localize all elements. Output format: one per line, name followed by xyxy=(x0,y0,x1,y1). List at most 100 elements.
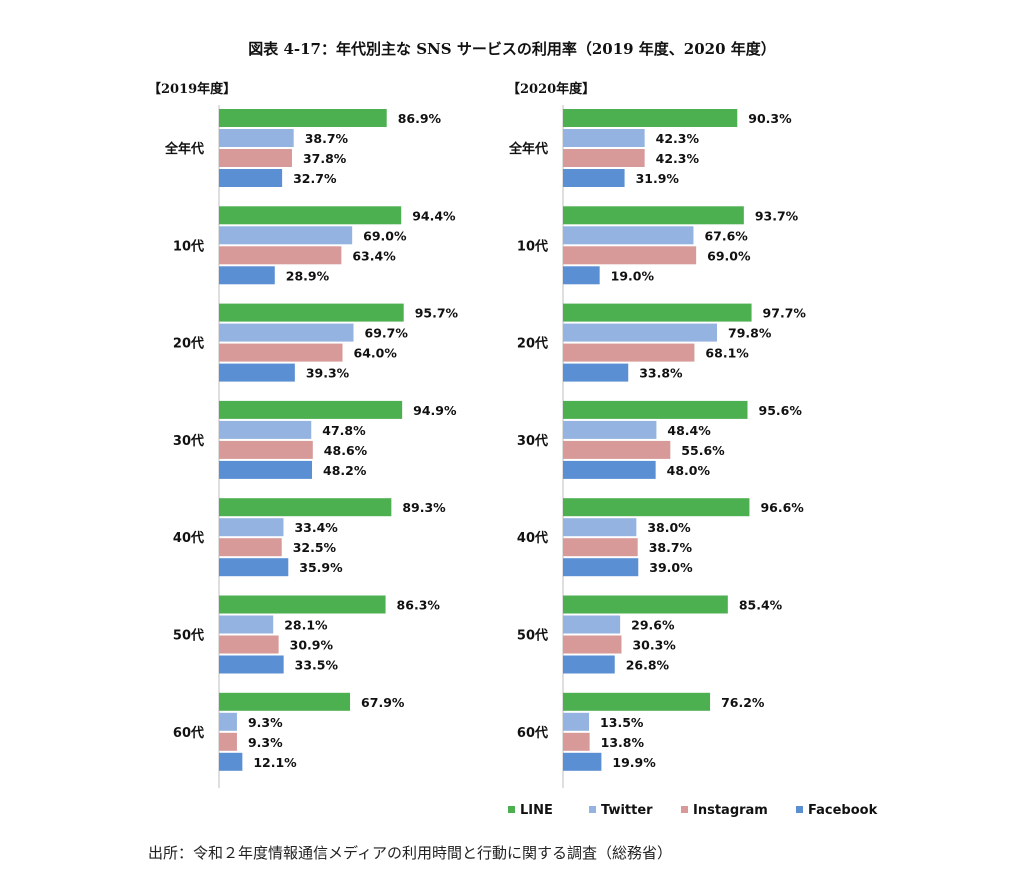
category-label: 60代 xyxy=(517,725,548,741)
category-label: 全年代 xyxy=(508,141,548,157)
bar-twitter xyxy=(219,323,354,342)
category-label: 30代 xyxy=(517,433,548,449)
bar-twitter xyxy=(563,615,621,634)
data-label: 48.4% xyxy=(667,423,711,438)
bar-twitter xyxy=(563,129,645,147)
bar-instagram xyxy=(563,732,590,751)
figure-title: 図表 4-17：年代別主な SNS サービスの利用率（2019 年度、2020 … xyxy=(248,40,776,58)
data-label: 31.9% xyxy=(636,171,680,186)
data-label: 29.6% xyxy=(631,618,675,633)
bar-instagram xyxy=(563,635,622,654)
source-note: 出所：令和２年度情報通信メディアの利用時間と行動に関する調査（総務省） xyxy=(148,844,672,862)
data-label: 39.3% xyxy=(306,366,350,381)
data-label: 42.3% xyxy=(656,151,700,166)
legend-label-twitter: Twitter xyxy=(601,803,653,818)
legend-swatch-instagram xyxy=(681,806,688,813)
bar-line xyxy=(563,595,728,614)
data-label: 69.7% xyxy=(365,326,409,341)
panel-title: 【2020年度】 xyxy=(507,81,595,97)
bar-twitter xyxy=(219,129,294,147)
bar-instagram xyxy=(219,635,279,654)
bar-twitter xyxy=(219,615,274,634)
panel-title: 【2019年度】 xyxy=(148,81,236,97)
data-label: 35.9% xyxy=(299,560,343,575)
bar-instagram xyxy=(563,343,695,362)
data-label: 19.9% xyxy=(612,755,656,770)
data-label: 48.6% xyxy=(324,443,368,458)
data-label: 13.8% xyxy=(601,735,645,750)
bar-instagram xyxy=(219,149,292,167)
bar-twitter xyxy=(219,518,284,537)
data-label: 63.4% xyxy=(352,248,396,263)
bar-line xyxy=(563,692,711,711)
bar-line xyxy=(219,692,351,711)
data-label: 28.9% xyxy=(286,268,330,283)
data-label: 67.6% xyxy=(704,228,748,243)
bar-twitter xyxy=(563,226,694,245)
bar-instagram xyxy=(219,343,343,362)
legend-swatch-line xyxy=(508,806,515,813)
data-label: 95.7% xyxy=(415,306,459,321)
data-label: 19.0% xyxy=(611,268,655,283)
bar-facebook xyxy=(563,460,656,479)
bar-facebook xyxy=(219,363,295,382)
category-label: 20代 xyxy=(517,336,548,352)
bar-instagram xyxy=(563,440,671,459)
data-label: 86.9% xyxy=(398,111,442,126)
category-label: 60代 xyxy=(173,725,204,741)
data-label: 38.0% xyxy=(647,520,691,535)
bar-twitter xyxy=(563,420,657,439)
legend-label-instagram: Instagram xyxy=(693,803,768,818)
bar-line xyxy=(219,109,387,127)
category-label: 10代 xyxy=(517,238,548,254)
bar-line xyxy=(219,206,402,225)
bar-line xyxy=(563,498,750,517)
bar-instagram xyxy=(219,440,313,459)
bar-facebook xyxy=(219,655,284,674)
data-label: 48.0% xyxy=(667,463,711,478)
legend-swatch-twitter xyxy=(589,806,596,813)
data-label: 12.1% xyxy=(253,755,297,770)
category-label: 20代 xyxy=(173,336,204,352)
data-label: 38.7% xyxy=(649,540,693,555)
data-label: 94.4% xyxy=(412,208,456,223)
data-label: 86.3% xyxy=(397,598,441,613)
data-label: 93.7% xyxy=(755,208,799,223)
data-label: 9.3% xyxy=(248,735,283,750)
category-label: 40代 xyxy=(173,530,204,546)
bar-twitter xyxy=(563,712,590,731)
bar-facebook xyxy=(219,460,313,479)
legend-label-facebook: Facebook xyxy=(808,803,878,818)
data-label: 32.5% xyxy=(293,540,337,555)
data-label: 85.4% xyxy=(739,598,783,613)
data-label: 9.3% xyxy=(248,715,283,730)
data-label: 89.3% xyxy=(402,500,446,515)
bar-instagram xyxy=(219,538,282,557)
category-label: 30代 xyxy=(173,433,204,449)
bar-instagram xyxy=(563,246,697,265)
data-label: 39.0% xyxy=(649,560,693,575)
bar-twitter xyxy=(219,712,237,731)
bar-facebook xyxy=(563,363,629,382)
data-label: 64.0% xyxy=(354,346,398,361)
data-label: 30.9% xyxy=(290,638,334,653)
bar-instagram xyxy=(219,246,342,265)
bar-line xyxy=(219,498,392,517)
category-label: 50代 xyxy=(517,628,548,644)
data-label: 67.9% xyxy=(361,695,405,710)
bar-line xyxy=(563,400,748,419)
bar-twitter xyxy=(219,226,353,245)
bar-line xyxy=(219,400,403,419)
data-label: 33.4% xyxy=(294,520,338,535)
data-label: 32.7% xyxy=(293,171,337,186)
data-label: 96.6% xyxy=(760,500,804,515)
data-label: 38.7% xyxy=(305,131,349,146)
category-label: 10代 xyxy=(173,238,204,254)
bar-facebook xyxy=(219,752,243,771)
legend-swatch-facebook xyxy=(796,806,803,813)
bar-line xyxy=(563,206,744,225)
data-label: 30.3% xyxy=(632,638,676,653)
bar-facebook xyxy=(219,558,289,577)
data-label: 69.0% xyxy=(707,248,751,263)
